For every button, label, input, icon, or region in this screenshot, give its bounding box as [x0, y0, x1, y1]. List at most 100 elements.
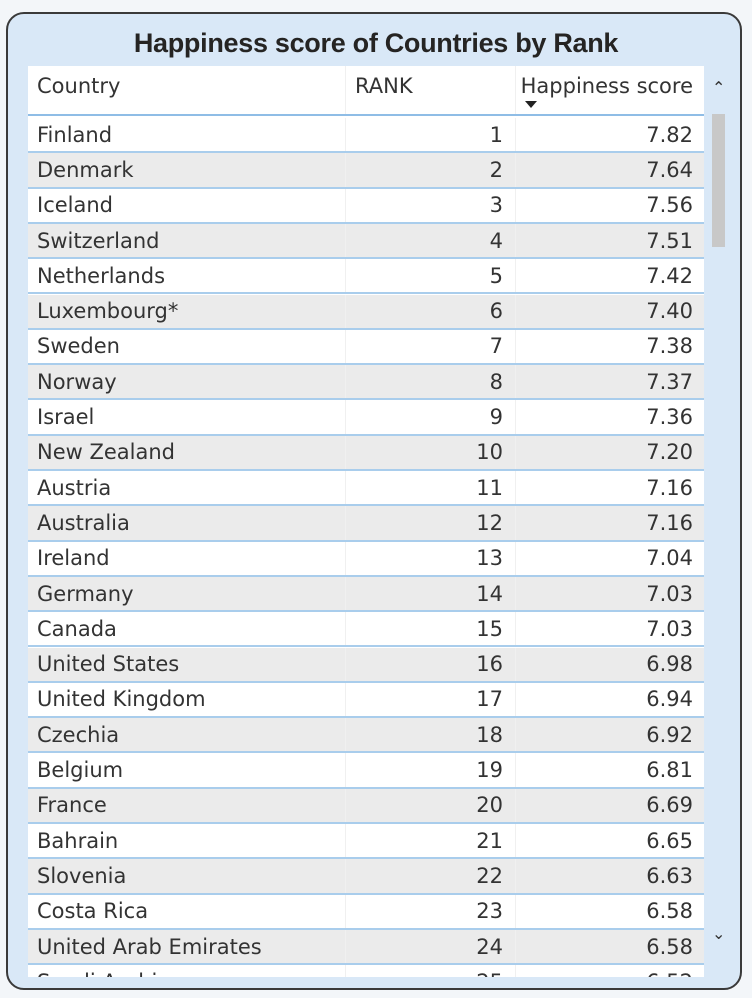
- table-row[interactable]: Sweden 7 7.38: [28, 329, 704, 366]
- country-cell: Netherlands: [28, 259, 346, 293]
- score-cell: 6.52: [516, 965, 704, 977]
- table-row[interactable]: United Kingdom 17 6.94: [28, 682, 704, 719]
- column-header[interactable]: Happiness score: [520, 74, 693, 98]
- rank-cell: 19: [346, 753, 516, 787]
- country-cell: Costa Rica: [28, 894, 346, 928]
- rank-cell: 14: [346, 576, 516, 611]
- table-visual: Happiness score of Countries by Rank Cou…: [6, 12, 742, 990]
- score-cell: 7.51: [646, 228, 693, 253]
- score-cell: 7.16: [646, 475, 693, 500]
- country-cell: Finland: [28, 118, 346, 152]
- table-row[interactable]: Finland 1 7.82: [28, 118, 704, 154]
- score-cell: 6.58: [646, 899, 693, 924]
- table-row[interactable]: France 20 6.69: [28, 788, 704, 824]
- scroll-down[interactable]: ⌄: [712, 924, 726, 943]
- table-row[interactable]: Slovenia 22 6.63: [28, 859, 704, 895]
- country-cell: Sweden: [28, 329, 346, 364]
- table-row[interactable]: Luxembourg* 6 7.40: [28, 294, 704, 330]
- country-cell: France: [28, 788, 346, 822]
- country-cell: Belgium: [28, 753, 346, 787]
- country-cell: Germany: [28, 576, 346, 611]
- table-row[interactable]: United Arab Emirates 24 6.58: [28, 929, 704, 966]
- table-row[interactable]: Norway 8 7.37: [28, 365, 704, 401]
- table-row[interactable]: Austria 11 7.16: [28, 471, 704, 507]
- table-row[interactable]: Denmark 2 7.64: [28, 153, 704, 189]
- score-cell: 7.03: [646, 581, 693, 606]
- score-cell: 6.65: [646, 828, 693, 853]
- score-cell: 7.36: [646, 405, 693, 430]
- visual-title: Happiness score of Countries by Rank: [133, 28, 619, 58]
- table-row[interactable]: Israel 9 7.36: [28, 400, 704, 436]
- country-cell: Luxembourg*: [28, 294, 346, 328]
- country-cell: Slovenia: [28, 859, 346, 893]
- rank-cell: 23: [346, 894, 516, 928]
- rank-cell: 16: [346, 647, 516, 681]
- country-cell: United States: [28, 647, 346, 681]
- score-cell: 7.82: [646, 122, 693, 147]
- table: Country RANK Happiness score Finland 1 7.8…: [28, 66, 704, 977]
- table-row[interactable]: Canada 15 7.03: [28, 612, 704, 648]
- country-cell: Norway: [28, 365, 346, 399]
- table-row[interactable]: Bahrain 21 6.65: [28, 824, 704, 860]
- country-cell: Israel: [28, 400, 346, 434]
- rank-cell: 18: [346, 718, 516, 752]
- score-cell: 7.56: [646, 193, 693, 218]
- column-header[interactable]: Country: [28, 66, 346, 114]
- score-cell: 6.81: [646, 758, 693, 783]
- country-cell: Denmark: [28, 153, 346, 187]
- table-row[interactable]: Germany 14 7.03: [28, 576, 704, 613]
- table-row[interactable]: Czechia 18 6.92: [28, 718, 704, 754]
- table-row[interactable]: Costa Rica 23 6.58: [28, 894, 704, 930]
- country-cell: United Arab Emirates: [28, 929, 346, 964]
- country-cell: United Kingdom: [28, 682, 346, 717]
- score-cell: 6.69: [646, 793, 693, 818]
- country-cell: Austria: [28, 471, 346, 505]
- table-row[interactable]: Switzerland 4 7.51: [28, 223, 704, 260]
- header-row: Country RANK Happiness score: [28, 66, 704, 116]
- table-row[interactable]: Saudi Arabia256.52: [28, 965, 704, 977]
- rank-cell: 5: [346, 259, 516, 293]
- rank-cell: 6: [346, 294, 516, 328]
- sort-indicator: [525, 101, 537, 108]
- country-cell: Australia: [28, 506, 346, 540]
- rank-cell: 12: [346, 506, 516, 540]
- rank-cell: 4: [346, 223, 516, 258]
- score-cell: 6.58: [646, 934, 693, 959]
- country-cell: Ireland: [28, 541, 346, 575]
- scrollbar-thumb[interactable]: [712, 114, 725, 247]
- score-cell: 7.42: [646, 263, 693, 288]
- rank-cell: 2: [346, 153, 516, 187]
- rank-cell: 11: [346, 471, 516, 505]
- country-cell: New Zealand: [28, 435, 346, 469]
- country-cell: Canada: [28, 612, 346, 646]
- rank-cell: 24: [346, 929, 516, 964]
- table-row[interactable]: Australia 12 7.16: [28, 506, 704, 542]
- country-cell: Bahrain: [28, 824, 346, 858]
- rank-cell: 3: [346, 188, 516, 222]
- country-cell: Iceland: [28, 188, 346, 222]
- country-cell: Saudi Arabia: [28, 965, 346, 977]
- score-cell: 7.38: [646, 334, 693, 359]
- rank-cell: 21: [346, 824, 516, 858]
- table-row[interactable]: Netherlands 5 7.42: [28, 259, 704, 295]
- score-cell: 7.03: [646, 616, 693, 641]
- rank-cell: 7: [346, 329, 516, 364]
- score-cell: 7.04: [646, 546, 693, 571]
- table-row[interactable]: United States 16 6.98: [28, 647, 704, 683]
- rank-cell: 17: [346, 682, 516, 717]
- table-row[interactable]: Belgium 19 6.81: [28, 753, 704, 789]
- score-cell: 7.40: [646, 299, 693, 324]
- scroll-up[interactable]: ⌃: [712, 78, 726, 97]
- column-header[interactable]: RANK: [346, 66, 516, 114]
- rank-cell: 13: [346, 541, 516, 575]
- table-row[interactable]: Iceland 3 7.56: [28, 188, 704, 224]
- rank-cell: 1: [346, 118, 516, 152]
- table-row[interactable]: Ireland 13 7.04: [28, 541, 704, 577]
- rank-cell: 22: [346, 859, 516, 893]
- country-cell: Czechia: [28, 718, 346, 752]
- rank-cell: 9: [346, 400, 516, 434]
- rank-cell: 20: [346, 788, 516, 822]
- rank-cell: 10: [346, 435, 516, 469]
- table-row[interactable]: New Zealand 10 7.20: [28, 435, 704, 471]
